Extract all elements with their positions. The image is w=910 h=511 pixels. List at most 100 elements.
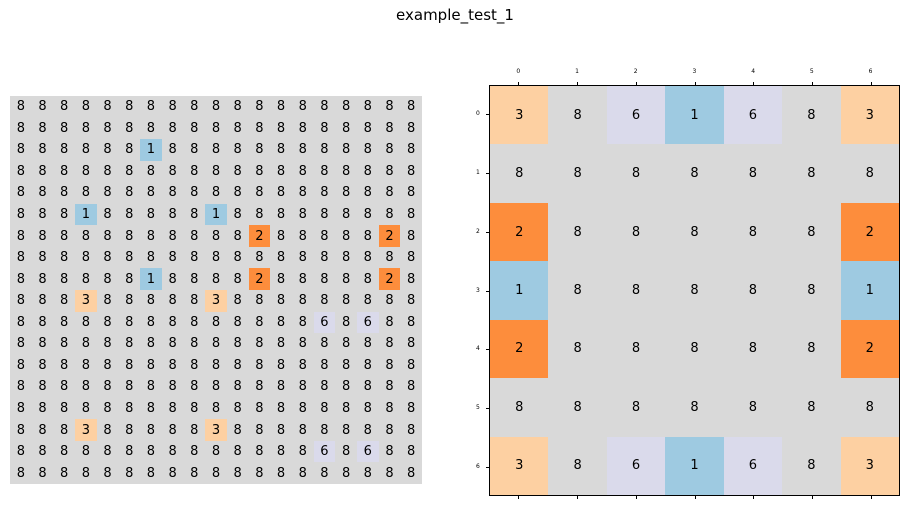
y-tick-label: 1 [476, 169, 480, 177]
grid-cell: 8 [125, 401, 134, 417]
x-tick-mark [753, 496, 755, 499]
grid-cell: 6 [313, 311, 336, 334]
grid-cell: 8 [341, 207, 351, 223]
grid-cell: 8 [168, 120, 177, 136]
grid-cell: 2 [840, 319, 899, 379]
x-tick-label: 3 [692, 68, 697, 75]
grid-cell: 8 [168, 314, 177, 330]
grid-cell: 2 [840, 202, 899, 262]
grid-cell: 8 [16, 357, 25, 373]
grid-cell: 8 [16, 271, 25, 287]
grid-cell: 8 [190, 379, 199, 395]
grid-cell: 8 [146, 99, 156, 115]
grid-cell: 8 [341, 379, 351, 395]
grid-cell: 8 [298, 465, 307, 481]
grid-cell: 8 [255, 185, 264, 201]
grid-cell: 8 [103, 444, 112, 460]
grid-cell: 8 [807, 458, 816, 474]
grid-cell: 8 [146, 120, 156, 136]
grid-cell: 8 [320, 250, 329, 266]
grid-cell: 8 [16, 336, 25, 352]
grid-cell: 8 [125, 185, 134, 201]
grid-cell: 8 [103, 228, 112, 244]
grid-cell: 8 [385, 293, 394, 309]
grid-cell: 8 [385, 357, 394, 373]
grid-cell: 8 [233, 250, 242, 266]
y-tick-mark [486, 173, 489, 175]
grid-cell: 8 [38, 142, 47, 158]
grid-cell: 8 [190, 228, 199, 244]
grid-cell: 8 [515, 166, 524, 182]
x-tick-label: 1 [575, 68, 579, 75]
grid-cell: 8 [81, 142, 91, 158]
grid-cell: 8 [146, 336, 156, 352]
grid-cell: 8 [320, 99, 329, 115]
grid-cell: 8 [363, 228, 372, 244]
grid-cell: 8 [276, 422, 286, 438]
grid-cell: 8 [276, 444, 286, 460]
grid-cell: 8 [168, 336, 177, 352]
grid-cell: 8 [298, 422, 307, 438]
grid-cell: 8 [125, 465, 134, 481]
grid-cell: 8 [748, 224, 758, 240]
y-tick-label: 0 [476, 110, 480, 118]
grid-cell: 8 [407, 99, 416, 115]
grid-cell: 8 [146, 422, 156, 438]
grid-cell: 8 [233, 228, 242, 244]
grid-cell: 8 [103, 379, 112, 395]
grid-cell: 8 [60, 314, 69, 330]
grid-cell: 8 [407, 120, 416, 136]
grid-cell: 8 [81, 185, 91, 201]
grid-cell: 8 [363, 163, 372, 179]
grid-cell: 8 [211, 142, 221, 158]
grid-cell: 8 [168, 401, 177, 417]
grid-cell: 8 [407, 271, 416, 287]
grid-cell: 8 [38, 357, 47, 373]
grid-cell: 2 [490, 319, 549, 379]
grid-cell: 8 [211, 250, 221, 266]
grid-cell: 8 [168, 271, 177, 287]
grid-cell: 6 [356, 440, 379, 463]
y-tick-mark [486, 349, 489, 351]
grid-cell: 8 [168, 357, 177, 373]
grid-cell: 8 [276, 401, 286, 417]
grid-cell: 8 [38, 271, 47, 287]
grid-cell: 8 [16, 207, 25, 223]
grid-cell: 8 [125, 250, 134, 266]
grid-cell: 8 [168, 422, 177, 438]
grid-cell: 8 [631, 224, 641, 240]
grid-cell: 8 [298, 357, 307, 373]
grid-cell: 8 [255, 379, 264, 395]
grid-cell: 8 [298, 314, 307, 330]
grid-cell: 2 [378, 225, 401, 247]
grid-cell: 8 [81, 163, 91, 179]
grid-cell: 8 [385, 401, 394, 417]
grid-cell: 8 [81, 444, 91, 460]
grid-cell: 8 [276, 163, 286, 179]
grid-cell: 8 [255, 444, 264, 460]
grid-cell: 8 [690, 224, 699, 240]
grid-cell: 8 [16, 99, 25, 115]
grid-cell: 8 [16, 314, 25, 330]
grid-cell: 8 [573, 399, 582, 415]
grid-cell: 8 [363, 185, 372, 201]
grid-cell: 8 [631, 282, 641, 298]
grid-cell: 8 [807, 282, 816, 298]
grid-cell: 8 [81, 228, 91, 244]
grid-cell: 8 [865, 399, 874, 415]
grid-cell: 8 [690, 341, 699, 357]
grid-cell: 8 [211, 314, 221, 330]
grid-cell: 8 [146, 207, 156, 223]
grid-cell: 8 [807, 399, 816, 415]
grid-cell: 8 [298, 163, 307, 179]
grid-cell: 8 [407, 250, 416, 266]
grid-cell: 8 [190, 142, 199, 158]
grid-cell: 8 [103, 207, 112, 223]
y-tick-mark [486, 290, 489, 292]
grid-cell: 8 [125, 228, 134, 244]
grid-cell: 8 [255, 99, 264, 115]
grid-cell: 8 [146, 357, 156, 373]
grid-cell: 8 [407, 293, 416, 309]
grid-cell: 8 [407, 444, 416, 460]
